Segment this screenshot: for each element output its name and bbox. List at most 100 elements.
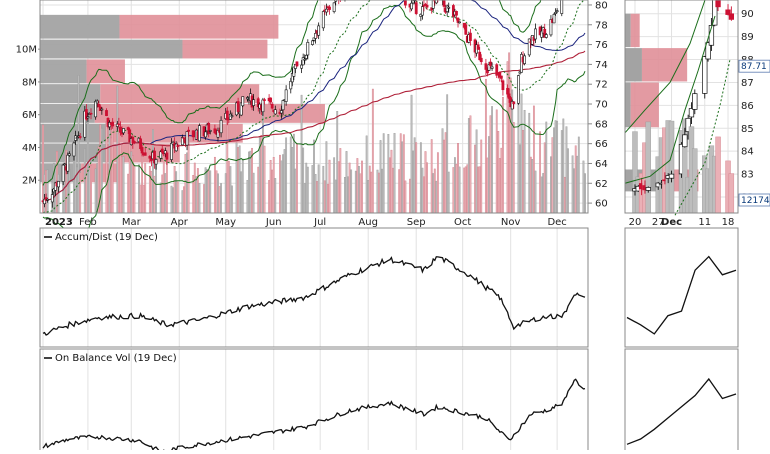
volume-bar [495, 109, 498, 214]
right-indicator-line [626, 255, 737, 335]
candle-body [246, 97, 249, 100]
candle-body [490, 66, 494, 69]
indicator-plot-background [40, 349, 588, 452]
volume-bar [423, 176, 425, 214]
candle-body [252, 99, 256, 106]
volume-bar [238, 145, 241, 214]
volume-bar [399, 133, 402, 214]
volume-bar [296, 143, 298, 214]
volume-bar [292, 133, 295, 214]
volume-bar [144, 163, 147, 214]
volume-bar [379, 140, 382, 214]
candle-body [75, 137, 79, 139]
volume-bar [215, 170, 218, 214]
volume-bar [240, 171, 243, 214]
price-tick-label: 80 [595, 0, 608, 11]
right-volume-by-price-up-bar [625, 82, 631, 128]
volume-bar [176, 181, 179, 214]
volume-bar [475, 129, 478, 214]
volume-bar [388, 157, 391, 214]
volume-bar [433, 168, 436, 214]
volume-bar [90, 165, 92, 214]
volume-bar [96, 163, 99, 214]
candle-body [216, 130, 220, 138]
volume-bar [489, 115, 492, 214]
volume-bar [333, 157, 336, 214]
candle-body [97, 103, 101, 108]
candle-body [280, 110, 283, 114]
right-x-axis-label: 18 [722, 217, 735, 228]
volume-bar [455, 164, 458, 214]
volume-bar [279, 154, 281, 214]
candle-body [202, 126, 206, 137]
sar-dotted-line [42, 0, 585, 214]
volume-bar [268, 180, 271, 214]
volume-bar [565, 126, 568, 214]
main-plot-frame [39, 0, 589, 214]
volume-bar [300, 94, 303, 214]
candle-body [458, 21, 461, 24]
volume-bar [556, 120, 559, 214]
volume-bar [576, 155, 579, 214]
candle-body [273, 109, 277, 115]
volume-by-price-up-bar [40, 104, 95, 123]
volume-bar [542, 173, 545, 214]
volume-bar [314, 174, 317, 214]
volume-bar [193, 162, 196, 214]
candle-body [126, 127, 130, 131]
volume-bar [398, 169, 401, 214]
volume-bar [365, 135, 368, 214]
candle-body [403, 0, 407, 6]
candle-body [534, 28, 537, 40]
volume-bar [227, 160, 230, 214]
volume-bar [337, 161, 340, 214]
volume-bar [139, 184, 142, 214]
candle-body [294, 63, 297, 69]
candle-body [66, 154, 70, 172]
volume-bar [584, 173, 586, 214]
volume-bar [390, 149, 393, 214]
volume-bar [441, 128, 444, 214]
candle-body [469, 32, 472, 41]
volume-bar [170, 185, 173, 214]
price-tick-label: 78 [595, 20, 608, 31]
x-axis-label: Nov [501, 217, 521, 228]
volume-bar [181, 190, 184, 214]
volume-bar [133, 164, 136, 214]
right-candle-body [685, 117, 691, 133]
volume-bar [302, 147, 305, 214]
volume-bar [478, 166, 481, 214]
volume-bar [172, 187, 174, 214]
volume-bar [426, 162, 428, 214]
candle-body [170, 142, 173, 160]
candle-body [552, 14, 556, 24]
candle-body [430, 7, 434, 11]
candle-body [300, 64, 304, 69]
last-price-label: 87.71 [741, 62, 767, 72]
candle-body [451, 5, 455, 17]
x-axis-label: Apr [171, 217, 189, 228]
volume-tick-label: 6M [22, 110, 37, 121]
volume-bar [484, 78, 487, 214]
candle-body [119, 126, 122, 133]
volume-bar [173, 166, 176, 214]
right-volume-bar [645, 121, 651, 214]
volume-bar [474, 144, 476, 214]
candle-body [180, 137, 184, 146]
volume-bar [183, 186, 185, 214]
main-price-panel: 60 62 64 66 68 70 72 74 76 78 80 2M 4M 6M 8M 10M 2023 Feb… [16, 0, 608, 237]
volume-bar [491, 106, 493, 214]
x-axis-label: May [215, 217, 236, 228]
candle-body [182, 137, 186, 140]
candle-body [77, 135, 81, 137]
volume-bar [246, 179, 249, 214]
candle-body [484, 63, 488, 70]
volume-bar [291, 147, 294, 214]
volume-bar [274, 178, 277, 214]
volume-bar [196, 168, 199, 214]
volume-bar [79, 172, 82, 214]
volume-bar [540, 176, 543, 214]
volume-bar [128, 135, 131, 214]
candle-body [95, 100, 99, 104]
volume-by-price-up-bar [40, 39, 183, 59]
